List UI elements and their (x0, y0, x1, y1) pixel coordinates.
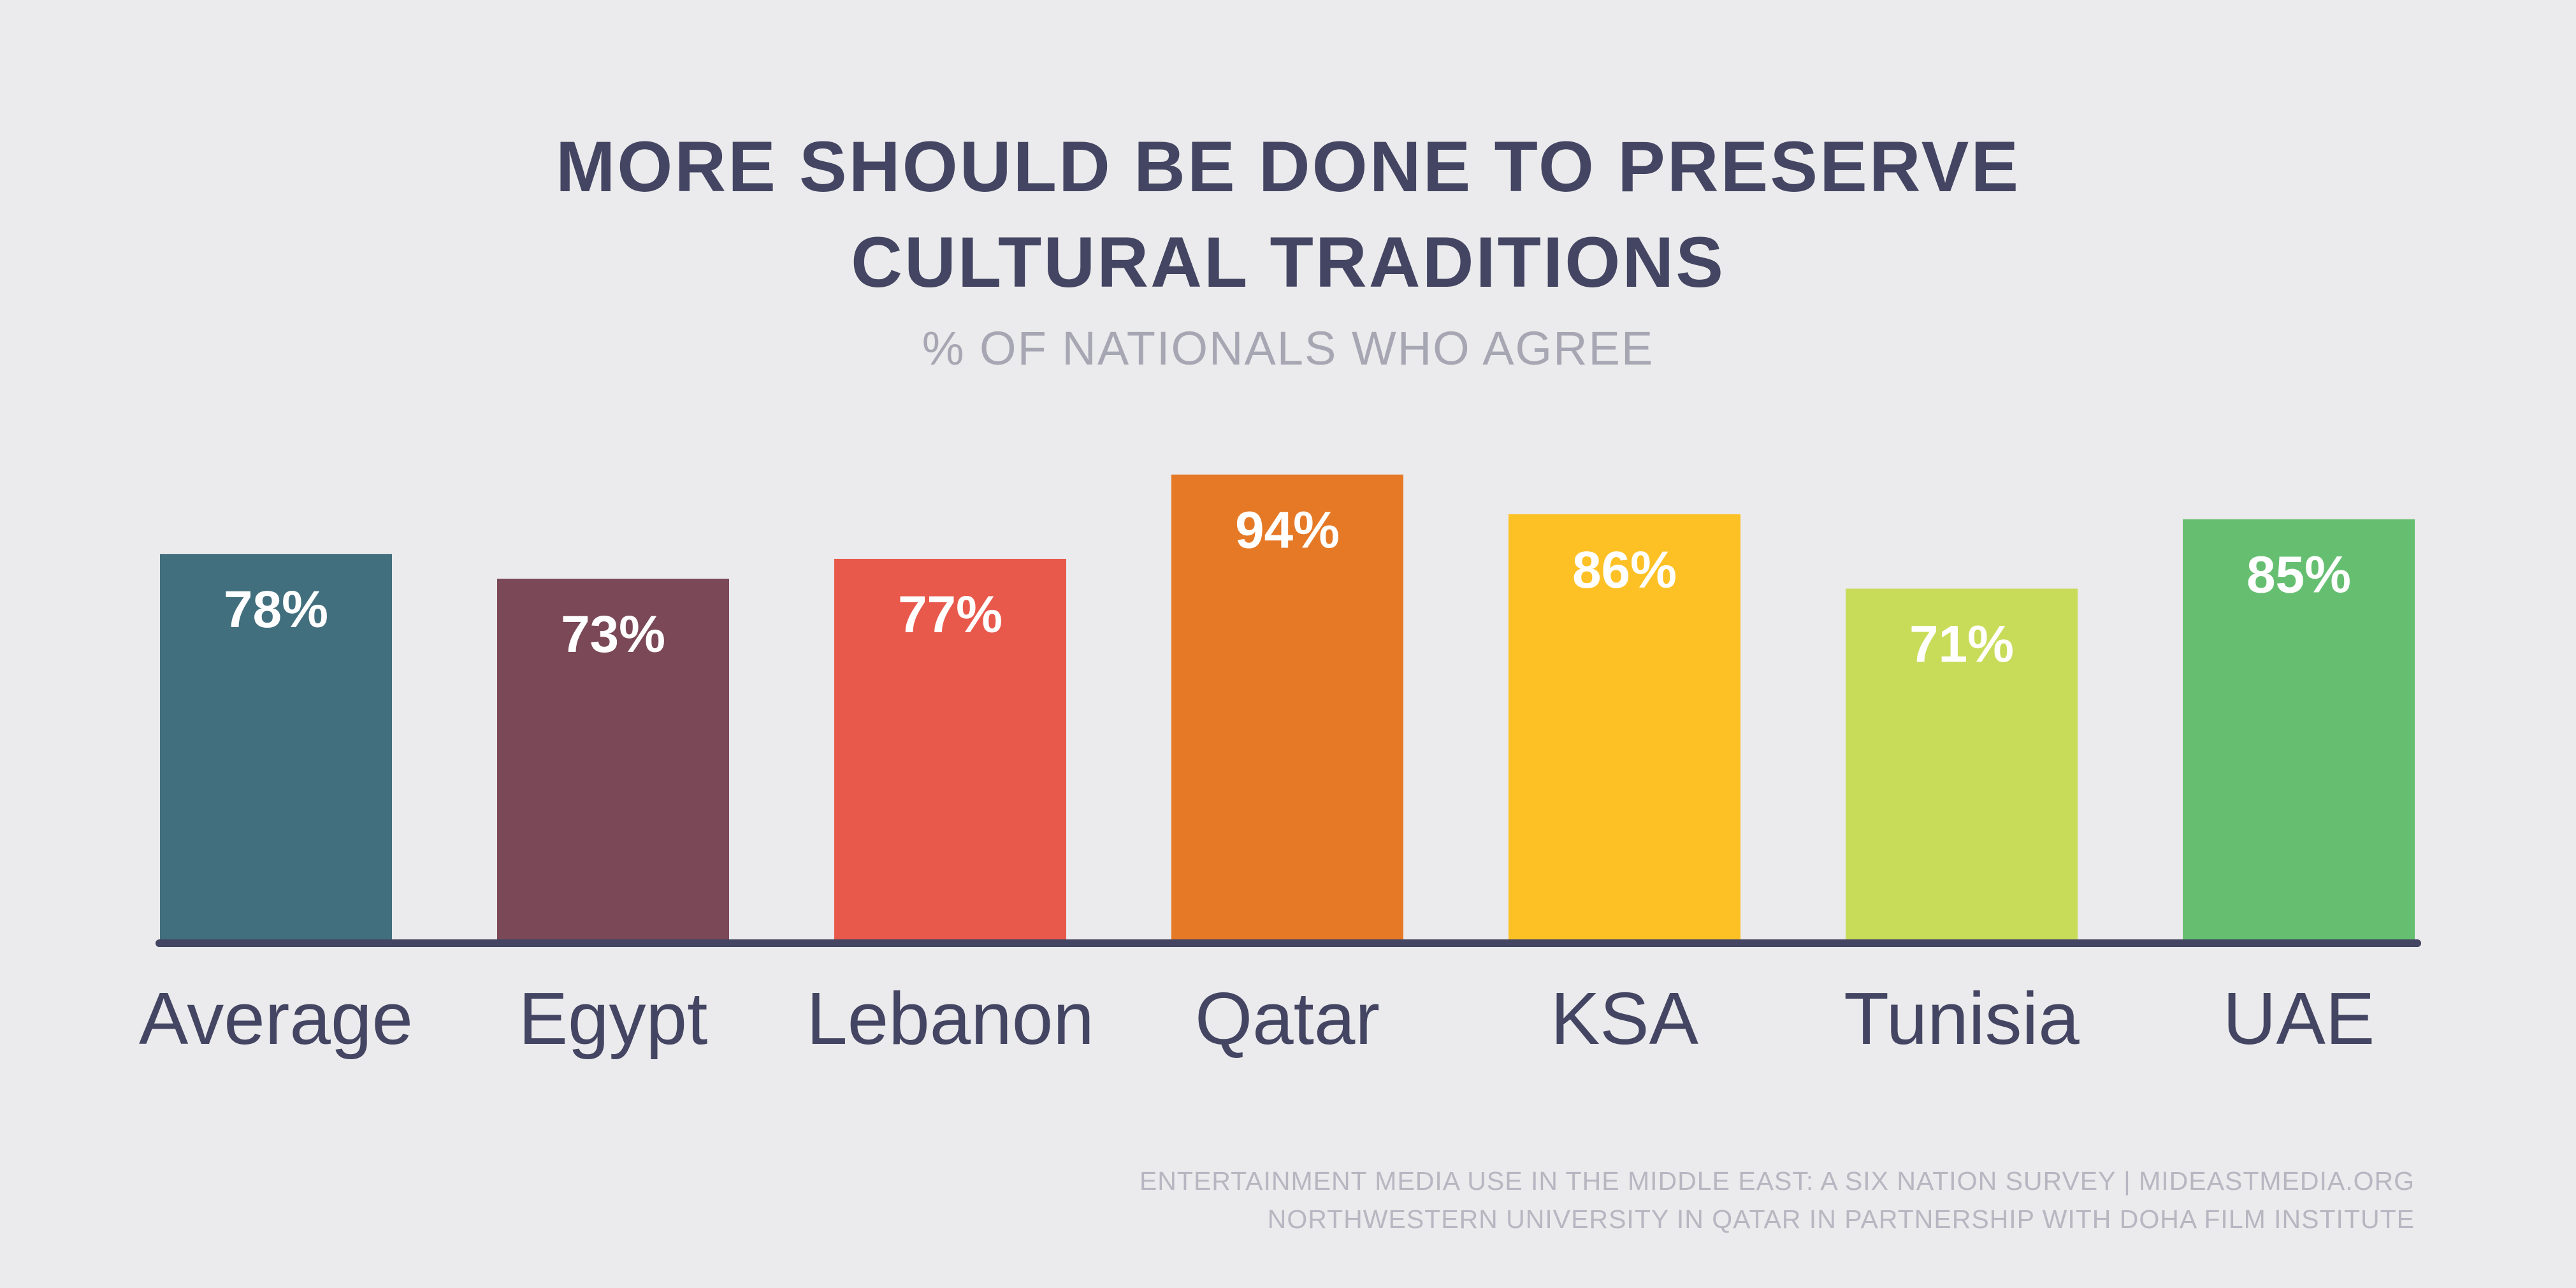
bar-egypt (497, 579, 729, 941)
value-label-tunisia: 71% (1909, 616, 2014, 674)
source-line-2: NORTHWESTERN UNIVERSITY IN QATAR IN PART… (1267, 1205, 2415, 1234)
bar-average (160, 554, 392, 941)
bar-tunisia (1846, 588, 2078, 941)
category-label-qatar: Qatar (1195, 977, 1380, 1060)
chart-subtitle: % OF NATIONALS WHO AGREE (922, 322, 1654, 375)
value-label-lebanon: 77% (898, 586, 1002, 644)
source-line-1: ENTERTAINMENT MEDIA USE IN THE MIDDLE EA… (1139, 1166, 2415, 1196)
bar-uae (2183, 519, 2415, 941)
value-label-qatar: 94% (1235, 502, 1340, 560)
value-label-uae: 85% (2247, 546, 2351, 604)
category-label-ksa: KSA (1551, 977, 1699, 1060)
bar-qatar (1171, 474, 1403, 941)
bar-lebanon (834, 558, 1066, 941)
category-label-average: Average (139, 977, 413, 1060)
category-label-tunisia: Tunisia (1844, 977, 2080, 1060)
chart-title-line-2: CULTURAL TRADITIONS (851, 222, 1725, 302)
value-label-ksa: 86% (1572, 541, 1677, 599)
category-label-egypt: Egypt (519, 977, 708, 1060)
bar-ksa (1509, 514, 1740, 941)
value-label-average: 78% (224, 581, 328, 639)
category-label-lebanon: Lebanon (806, 977, 1094, 1060)
value-label-egypt: 73% (561, 605, 665, 663)
chart-title-line-1: MORE SHOULD BE DONE TO PRESERVE (555, 127, 2021, 206)
category-label-uae: UAE (2223, 977, 2375, 1060)
